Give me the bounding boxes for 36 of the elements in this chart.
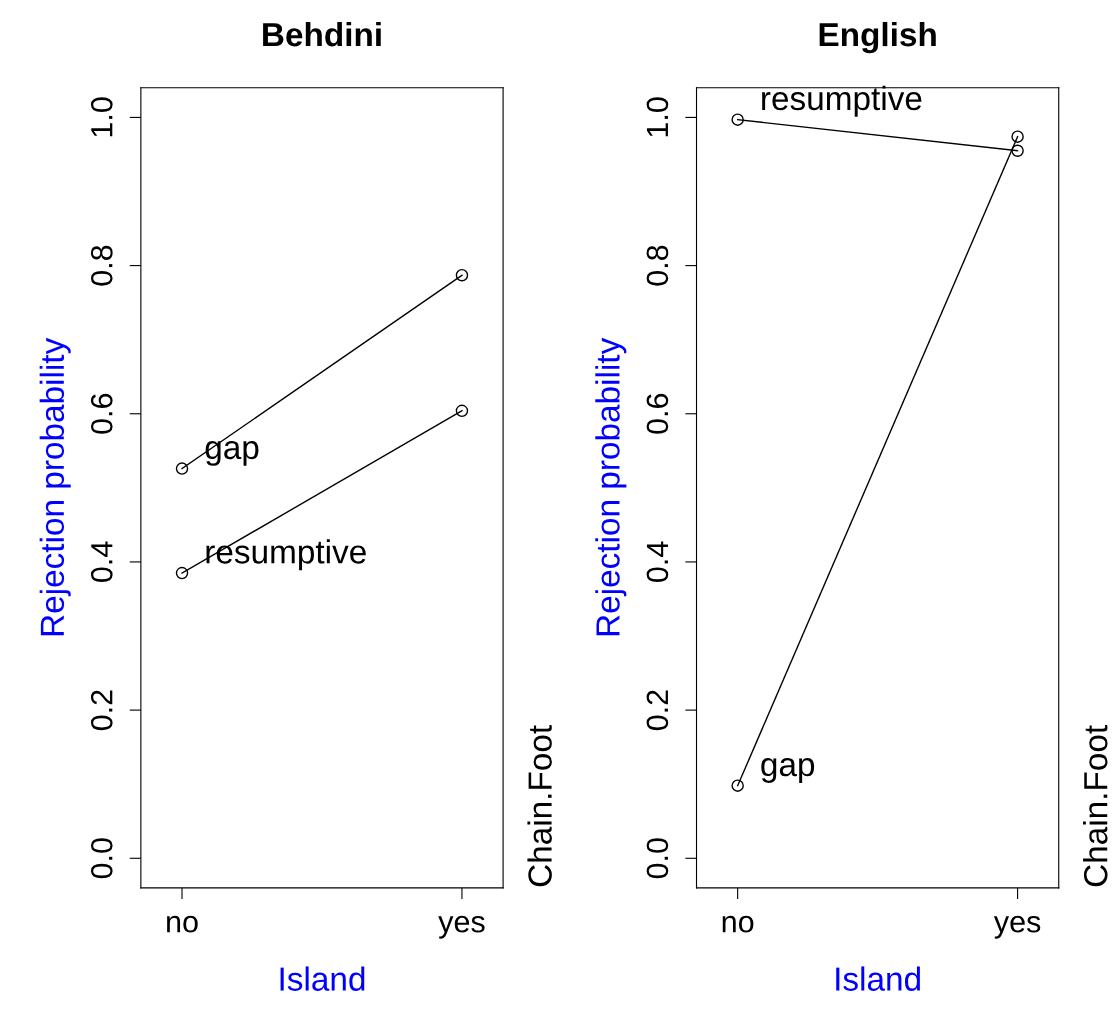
y-tick-label: 1.0	[646, 97, 669, 137]
x-axis-title: Island	[836, 966, 920, 991]
series-label: gap	[761, 758, 815, 783]
y-tick-label: 0.2	[90, 690, 113, 731]
series-label: resumptive	[206, 539, 366, 571]
chart-title: English	[819, 21, 936, 54]
point	[731, 779, 744, 792]
point	[455, 404, 469, 418]
y-axis-title: Rejection probability	[39, 337, 71, 636]
chart-title: Behdini	[263, 21, 381, 47]
y-tick-label: 0.8	[646, 245, 669, 286]
y-tick-label: 0.6	[646, 393, 669, 434]
y-tick-label: 0.0	[90, 838, 113, 879]
y-tick-label: 0.4	[646, 541, 669, 582]
y-axis-title: Rejection probability	[595, 337, 627, 636]
y-tick-label: 0.4	[90, 541, 113, 582]
series-label: resumptive	[762, 85, 922, 117]
y-tick-label: 0.8	[90, 245, 113, 286]
x-tick-label: yes	[993, 915, 1041, 939]
x-tick-label: no	[722, 915, 754, 933]
point	[455, 268, 469, 282]
point	[1011, 130, 1024, 143]
point	[175, 566, 189, 580]
x-tick-label: no	[167, 915, 198, 933]
legend-title: Chain.Foot	[527, 725, 552, 887]
point	[1011, 144, 1024, 158]
x-tick-label: yes	[438, 915, 485, 939]
point	[175, 462, 189, 475]
point	[731, 113, 744, 126]
y-tick-label: 1.0	[90, 97, 113, 137]
x-axis-title: Island	[280, 966, 365, 991]
y-tick-label: 0.2	[646, 690, 669, 731]
y-tick-label: 0.6	[90, 393, 113, 434]
legend-title: Chain.Foot	[1083, 725, 1108, 887]
y-tick-label: 0.0	[646, 838, 669, 879]
series-label: gap	[205, 440, 259, 466]
